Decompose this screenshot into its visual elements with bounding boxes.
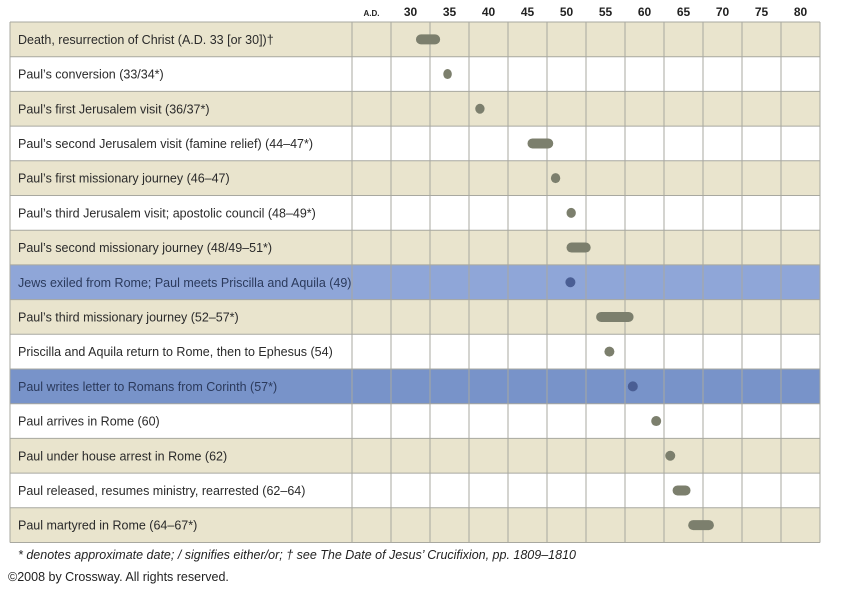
row-background (10, 334, 820, 369)
row-background (10, 264, 820, 300)
tick-label-ad: A.D. (364, 9, 380, 18)
row-background (10, 91, 820, 127)
event-label: Paul’s third missionary journey (52–57*) (18, 310, 239, 324)
row-background (10, 403, 820, 439)
event-label: Jews exiled from Rome; Paul meets Prisci… (18, 276, 351, 290)
chart-svg: A.D. 30 35 40 45 50 55 60 65 70 75 80 Death, resurre… (9, 5, 821, 543)
tick-label: 80 (794, 5, 808, 19)
tick-label: 40 (482, 5, 496, 19)
tick-label: 30 (404, 5, 418, 19)
event-label: Death, resurrection of Christ (A.D. 33 [… (18, 33, 274, 47)
row-background (10, 195, 820, 231)
event-bar (688, 520, 714, 531)
tick-label: 45 (521, 5, 535, 19)
event-label: Paul’s third Jerusalem visit; apostolic … (18, 206, 316, 220)
row-background (10, 56, 820, 92)
row-background (10, 160, 820, 196)
event-label: Paul released, resumes ministry, rearres… (18, 484, 305, 498)
row-background (10, 369, 820, 404)
event-point (665, 450, 676, 461)
event-bar (527, 138, 554, 149)
tick-label: 70 (716, 5, 730, 19)
event-label: Paul martyred in Rome (64–67*) (18, 519, 197, 533)
tick-label: 65 (677, 5, 691, 19)
copyright: ©2008 by Crossway. All rights reserved. (8, 570, 229, 584)
row-background (10, 22, 820, 57)
row-background (10, 299, 820, 335)
event-point (565, 277, 576, 288)
event-bar (415, 34, 441, 45)
event-label: Paul’s first Jerusalem visit (36/37*) (18, 102, 210, 116)
event-point (627, 381, 638, 392)
event-bar (596, 311, 634, 322)
event-label: Paul’s conversion (33/34*) (18, 68, 164, 82)
event-bar (566, 242, 591, 253)
event-label: Paul writes letter to Romans from Corint… (18, 380, 277, 394)
event-point (651, 416, 662, 427)
event-label: Paul under house arrest in Rome (62) (18, 449, 227, 463)
event-label: Priscilla and Aquila return to Rome, the… (18, 345, 333, 359)
footnote: * denotes approximate date; / signifies … (18, 548, 576, 562)
event-bar (443, 69, 452, 80)
event-label: Paul’s second Jerusalem visit (famine re… (18, 137, 313, 151)
tick-label: 35 (443, 5, 457, 19)
row-background (10, 230, 820, 265)
row-background (10, 507, 820, 543)
row-background (10, 126, 820, 161)
row-background (10, 438, 820, 474)
tick-label: 50 (560, 5, 574, 19)
tick-label: 60 (638, 5, 652, 19)
tick-label: 75 (755, 5, 769, 19)
event-label: Paul’s second missionary journey (48/49–… (18, 241, 272, 255)
event-bar (550, 173, 561, 184)
event-bar (672, 485, 691, 496)
event-point (604, 346, 615, 357)
event-label: Paul arrives in Rome (60) (18, 415, 160, 429)
tick-label: 55 (599, 5, 613, 19)
event-label: Paul’s first missionary journey (46–47) (18, 172, 230, 186)
event-bar (566, 207, 576, 218)
event-bar (475, 103, 485, 114)
